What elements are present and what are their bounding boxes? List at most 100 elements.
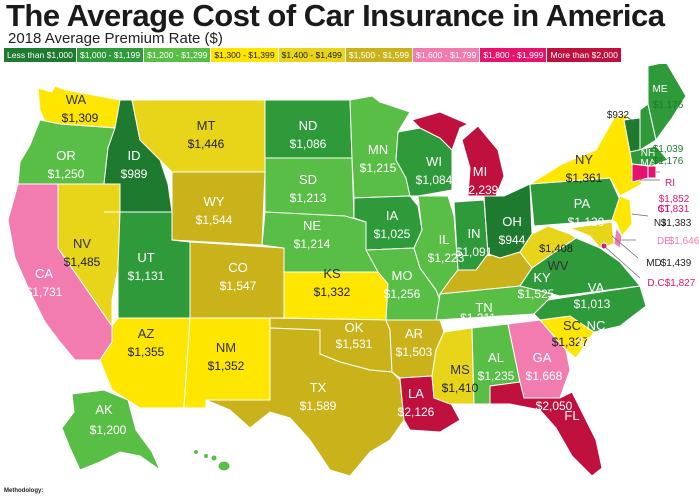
- state-label-value-KS: $1,332: [314, 285, 351, 299]
- state-label-abbr-TN: TN: [475, 300, 492, 315]
- state-label-abbr-WI: WI: [426, 154, 442, 169]
- page-subtitle: 2018 Average Premium Rate ($): [8, 30, 223, 47]
- state-label-value-MN: $1,215: [360, 161, 397, 175]
- state-label-value-KY: $1,525: [518, 287, 555, 301]
- state-label-value-NH: $1,039: [653, 144, 684, 155]
- state-label-abbr-VT: VT: [626, 94, 639, 105]
- us-choropleth-map: WA $1,309 OR $1,250 CA $1,731 ID $989 NV $1,485 MT…: [0, 64, 699, 488]
- state-label-value-IL: $1,223: [428, 251, 465, 265]
- state-label-value-NM: $1,352: [208, 359, 245, 373]
- state-label-abbr-LA: LA: [408, 386, 424, 401]
- state-label-value-GA: $1,668: [526, 369, 563, 383]
- state-label-abbr-IN: IN: [468, 226, 481, 241]
- state-label-abbr-WA: WA: [66, 92, 87, 107]
- state-label-abbr-MO: MO: [392, 268, 413, 283]
- state-label-abbr-ID: ID: [128, 148, 141, 163]
- state-label-value-NV: $1,485: [64, 255, 101, 269]
- state-label-abbr-NM: NM: [216, 340, 236, 355]
- state-NC[interactable]: [533, 285, 647, 333]
- state-label-abbr-HI: HI: [182, 444, 195, 459]
- state-label-value-PA: $1,130: [568, 215, 605, 229]
- state-label-value-IN: $1,091: [456, 245, 493, 259]
- state-label-abbr-PA: PA: [574, 196, 591, 211]
- state-label-value-WV: $1,408: [539, 243, 573, 255]
- state-label-abbr-KS: KS: [323, 266, 341, 281]
- state-label-value-AZ: $1,355: [128, 345, 165, 359]
- methodology-note: Methodology:: [4, 488, 44, 494]
- state-label-abbr-UT: UT: [137, 250, 154, 265]
- state-ME[interactable]: [647, 64, 687, 142]
- state-label-value-NE: $1,214: [294, 237, 331, 251]
- legend-item-1: $1,000 - $1,199: [76, 48, 144, 62]
- state-label-abbr-MS: MS: [450, 362, 470, 377]
- state-label-value-AR: $1,503: [396, 345, 433, 359]
- state-label-value-UT: $1,131: [128, 269, 165, 283]
- state-label-abbr-ND: ND: [299, 118, 318, 133]
- legend-item-7: $1,800 - $1,999: [480, 48, 547, 62]
- state-label-abbr-NV: NV: [73, 236, 91, 251]
- state-label-value-LA: $2,126: [398, 405, 435, 419]
- state-label-value-WA: $1,309: [62, 111, 99, 125]
- state-label-abbr-AL: AL: [488, 350, 504, 365]
- state-SD[interactable]: [264, 157, 355, 219]
- state-label-abbr-MT: MT: [197, 118, 216, 133]
- state-label-value-CT: $1,831: [659, 204, 690, 215]
- legend-item-0: Less than $1,000: [4, 48, 76, 62]
- state-label-value-MD: $1,439: [661, 258, 692, 269]
- state-WV[interactable]: [519, 225, 577, 269]
- state-label-abbr-WY: WY: [204, 194, 225, 209]
- state-label-value-MA: $1,176: [653, 156, 684, 167]
- state-label-value-OR: $1,250: [48, 167, 85, 181]
- state-label-value-OK: $1,531: [336, 337, 373, 351]
- state-label-abbr-CO: CO: [228, 260, 248, 275]
- state-label-value-ND: $1,086: [290, 137, 327, 151]
- state-label-abbr-NJ: NJ: [654, 218, 666, 229]
- state-label-value-NY: $1,361: [566, 171, 603, 185]
- state-label-abbr-AK: AK: [95, 402, 113, 417]
- state-label-abbr-GA: GA: [533, 350, 552, 365]
- state-label-value-CA: $1,731: [26, 285, 63, 299]
- legend-item-4: $1,400 - $1,499: [278, 48, 345, 62]
- state-label-abbr-CT: CT: [657, 204, 670, 215]
- state-label-value-ME: $1,176: [653, 100, 684, 111]
- state-label-abbr-MI: MI: [473, 164, 487, 179]
- state-label-value-WI: $1,084: [416, 173, 453, 187]
- state-label-value-SD: $1,213: [290, 191, 327, 205]
- state-label-value-CO: $1,547: [220, 279, 257, 293]
- state-label-abbr-AR: AR: [405, 326, 423, 341]
- state-label-abbr-OR: OR: [56, 148, 76, 163]
- state-AK[interactable]: [61, 389, 162, 472]
- state-label-abbr-SD: SD: [299, 172, 317, 187]
- state-label-abbr-DE: DE: [657, 236, 671, 247]
- state-label-abbr-SC: SC: [563, 318, 581, 333]
- state-label-abbr-NC: NC: [587, 318, 606, 333]
- state-label-value-TX: $1,589: [300, 399, 337, 413]
- state-label-abbr-KY: KY: [533, 270, 551, 285]
- state-label-value-MO: $1,256: [384, 287, 421, 301]
- state-label-value-NC: $1,104: [578, 335, 615, 349]
- state-label-value-MI: $2,239: [462, 183, 499, 197]
- state-MI[interactable]: [411, 111, 505, 197]
- state-MA[interactable]: [629, 145, 669, 167]
- state-label-value-IA: $1,025: [374, 227, 411, 241]
- state-label-value-HI: $1,229: [166, 461, 203, 475]
- state-label-value-TN: $1,211: [460, 311, 496, 325]
- state-label-value-ID: $989: [121, 167, 148, 181]
- state-label-value-MT: $1,446: [188, 137, 225, 151]
- state-label-abbr-NE: NE: [303, 218, 321, 233]
- state-label-value-OH: $944: [499, 233, 526, 247]
- state-label-abbr-MD: MD: [646, 258, 662, 269]
- state-FL[interactable]: [489, 381, 603, 477]
- state-TX[interactable]: [205, 327, 405, 477]
- state-label-value-DC: $1,827: [665, 278, 696, 289]
- state-label-abbr-MN: MN: [368, 142, 388, 157]
- state-HI[interactable]: [193, 449, 231, 472]
- state-CT[interactable]: [631, 163, 649, 183]
- state-label-abbr-IL: IL: [439, 232, 450, 247]
- state-label-value-VT: $932: [607, 110, 630, 121]
- state-label-abbr-WV: WV: [548, 258, 569, 273]
- state-label-abbr-VA: VA: [588, 280, 605, 295]
- legend-item-3: $1,300 - $1,399: [211, 48, 278, 62]
- legend: Less than $1,000 $1,000 - $1,199 $1,200 - …: [4, 48, 621, 62]
- state-label-value-AL: $1,235: [478, 369, 515, 383]
